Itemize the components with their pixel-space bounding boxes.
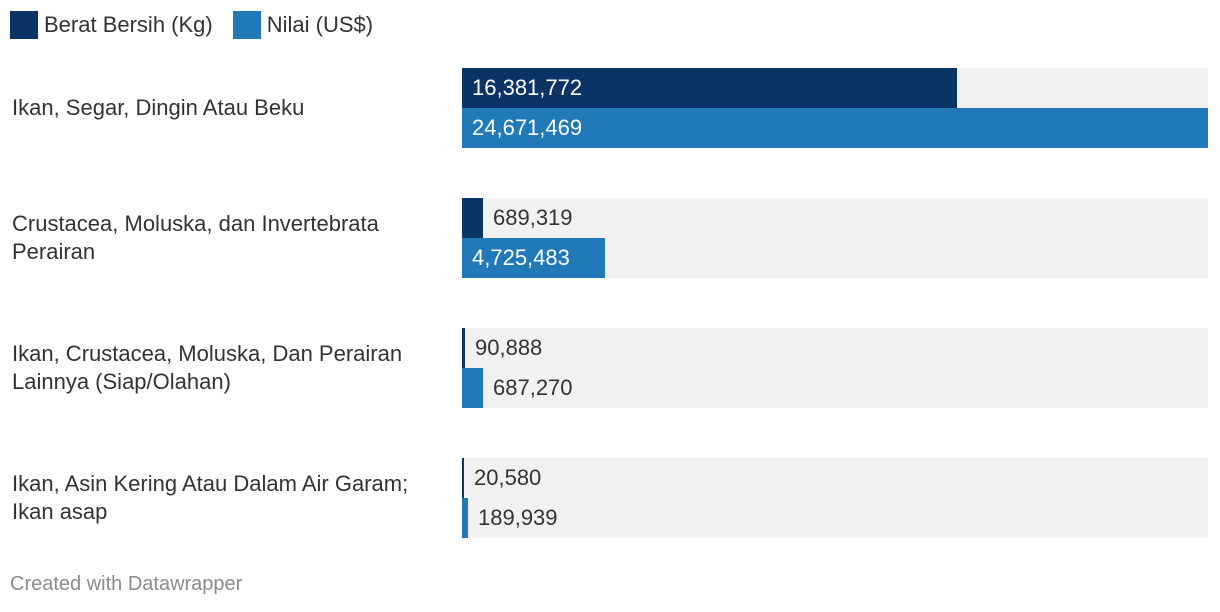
legend-label-nilai: Nilai (US$) <box>266 12 374 37</box>
bar-berat-bersih <box>462 458 464 498</box>
legend-swatch-berat-bersih <box>10 11 38 39</box>
bar-value-label: 687,270 <box>493 375 573 400</box>
legend-swatch-nilai <box>232 11 261 39</box>
bar-nilai <box>462 238 605 278</box>
bar-value-label: 24,671,469 <box>472 115 583 140</box>
bar-berat-bersih <box>462 198 483 238</box>
bar-track <box>462 328 1208 408</box>
bar-value-label: 4,725,483 <box>472 245 570 270</box>
bar-value-label: 16,381,772 <box>472 75 583 100</box>
chart-legend: Berat Bersih (Kg) Nilai (US$) <box>10 10 373 40</box>
bar-berat-bersih <box>462 68 957 108</box>
bar-value-label: 20,580 <box>474 465 542 490</box>
legend-item-nilai: Nilai (US$) <box>232 11 374 39</box>
category-label: Ikan, Segar, Dingin Atau Beku <box>12 95 305 120</box>
category-label: Ikan, Asin Kering Atau Dalam Air Garam; … <box>12 471 409 524</box>
legend-label-berat-bersih: Berat Bersih (Kg) <box>44 12 213 37</box>
bar-nilai <box>462 108 1208 148</box>
bar-value-label: 90,888 <box>475 335 543 360</box>
bar-nilai <box>462 498 468 538</box>
bar-berat-bersih <box>462 328 465 368</box>
legend-item-berat-bersih: Berat Bersih (Kg) <box>10 11 213 39</box>
bar-track <box>462 458 1208 538</box>
bar-nilai <box>462 368 483 408</box>
bar-value-label: 689,319 <box>493 205 573 230</box>
datawrapper-credit: Created with Datawrapper <box>10 573 243 595</box>
category-label: Crustacea, Moluska, dan Invertebrata Per… <box>12 211 379 264</box>
category-label: Ikan, Crustacea, Moluska, Dan Perairan L… <box>12 341 403 394</box>
bar-value-label: 189,939 <box>478 505 558 530</box>
